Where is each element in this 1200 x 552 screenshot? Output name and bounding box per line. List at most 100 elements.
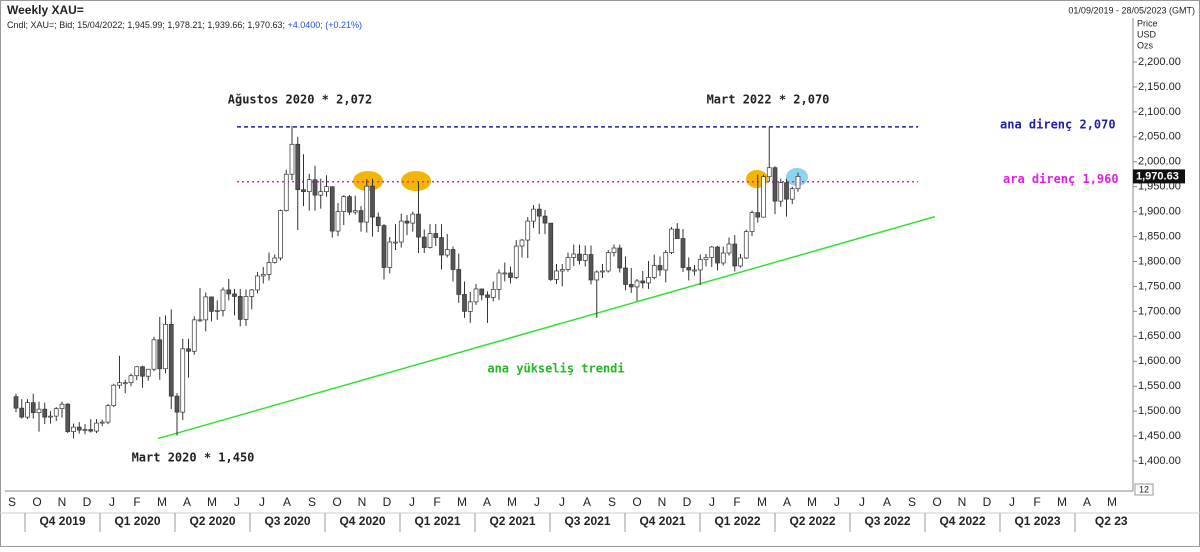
candle-body (301, 189, 306, 193)
candle-body (467, 301, 473, 312)
candle-body (128, 375, 134, 384)
candle-body (180, 348, 186, 413)
y-tick-label: 1,850.00 (1138, 230, 1181, 242)
annotation: Mart 2020 * 1,450 (132, 451, 255, 465)
candle-body (485, 294, 490, 298)
candle-body (680, 238, 686, 268)
candle-body (312, 179, 318, 196)
candle-body (335, 211, 341, 232)
quarter-label: Q2 23 (1095, 514, 1128, 528)
candle-body (789, 188, 795, 200)
candle-body (393, 241, 398, 244)
date-range: 01/09/2019 - 28/05/2023 (GMT) (1068, 5, 1195, 15)
y-tick-label: 2,050.00 (1138, 131, 1181, 143)
candle-body (444, 249, 450, 256)
candle-body (433, 233, 439, 238)
candle-body (30, 402, 36, 413)
candle-body (571, 253, 577, 258)
candle-body (88, 429, 94, 432)
candle-body (105, 405, 111, 423)
candle-body (749, 212, 755, 232)
y-tick-label: 1,600.00 (1138, 355, 1181, 367)
candle-body (473, 288, 479, 303)
candle-body (766, 167, 772, 178)
candle-body (203, 296, 209, 321)
candle-body (565, 257, 571, 270)
month-label: O (32, 495, 41, 509)
month-label: N (658, 495, 667, 509)
month-label: J (859, 495, 865, 509)
candle-body (646, 277, 651, 284)
candle-body (53, 408, 59, 417)
trend-line (157, 215, 936, 440)
annotation: Ağustos 2020 * 2,072 (228, 93, 373, 107)
month-label: D (983, 495, 992, 509)
candle-body (243, 296, 249, 320)
candle-body (743, 231, 749, 259)
candle-body (266, 262, 272, 275)
candle-body (398, 220, 404, 243)
candle-body (341, 196, 347, 212)
candle-body (226, 289, 232, 295)
candle-body (19, 407, 25, 418)
month-label: N (958, 495, 967, 509)
candle-body (387, 241, 393, 268)
y-tick-label: 1,900.00 (1138, 206, 1181, 218)
candle-body (416, 213, 421, 238)
candle-body (697, 259, 703, 271)
candle-body (502, 272, 508, 275)
candle-body (726, 243, 732, 254)
candle-body (272, 257, 278, 263)
candle-body (163, 323, 168, 370)
quarter-label: Q4 2022 (939, 514, 985, 528)
candle-body (140, 366, 145, 377)
y-tick-label: 1,800.00 (1138, 255, 1181, 267)
candle-body (145, 368, 151, 377)
candle-body (508, 272, 513, 278)
candle-body (358, 210, 364, 223)
candle-body (439, 237, 444, 256)
quarter-label: Q1 2020 (114, 514, 160, 528)
candle-body (76, 426, 82, 431)
candle-body (99, 421, 105, 424)
candle-body (168, 323, 174, 397)
month-label: A (883, 495, 891, 509)
candle-body (548, 222, 554, 280)
month-label: J (534, 495, 540, 509)
candle-body (588, 254, 594, 281)
annotation: Mart 2022 * 2,070 (707, 93, 830, 107)
candle-body (122, 382, 128, 385)
candle-body (795, 176, 801, 190)
candle-body (260, 274, 266, 277)
quarter-label: Q4 2019 (39, 514, 85, 528)
month-label: J (109, 495, 115, 509)
candle-body (13, 396, 19, 409)
info: Cndl; XAU=; Bid; 15/04/2022; 1,945.99; 1… (7, 20, 285, 30)
month-label: S (908, 495, 916, 509)
candle-body (778, 182, 784, 202)
candle-body (404, 220, 410, 224)
candle-body (283, 173, 289, 211)
candle-body (720, 252, 726, 264)
candle-body (663, 252, 669, 271)
y-unit: Ozs (1137, 40, 1154, 50)
price-tag (1133, 169, 1185, 184)
candle-body (278, 210, 283, 259)
y-tick-label: 1,400.00 (1138, 455, 1181, 467)
candle-body (450, 249, 456, 270)
candle-body (381, 225, 387, 268)
month-label: F (133, 495, 140, 509)
month-label: D (683, 495, 692, 509)
month-label: J (559, 495, 565, 509)
month-label: J (1009, 495, 1015, 509)
candle-body (347, 196, 352, 213)
candle-body (479, 288, 485, 296)
month-label: M (807, 495, 817, 509)
quarter-label: Q1 2021 (414, 514, 460, 528)
candle-body (151, 339, 157, 370)
month-label: S (308, 495, 316, 509)
candle-body (732, 243, 738, 267)
month-label: M (157, 495, 167, 509)
trend-label: ana yükseliş trendi (487, 362, 624, 376)
